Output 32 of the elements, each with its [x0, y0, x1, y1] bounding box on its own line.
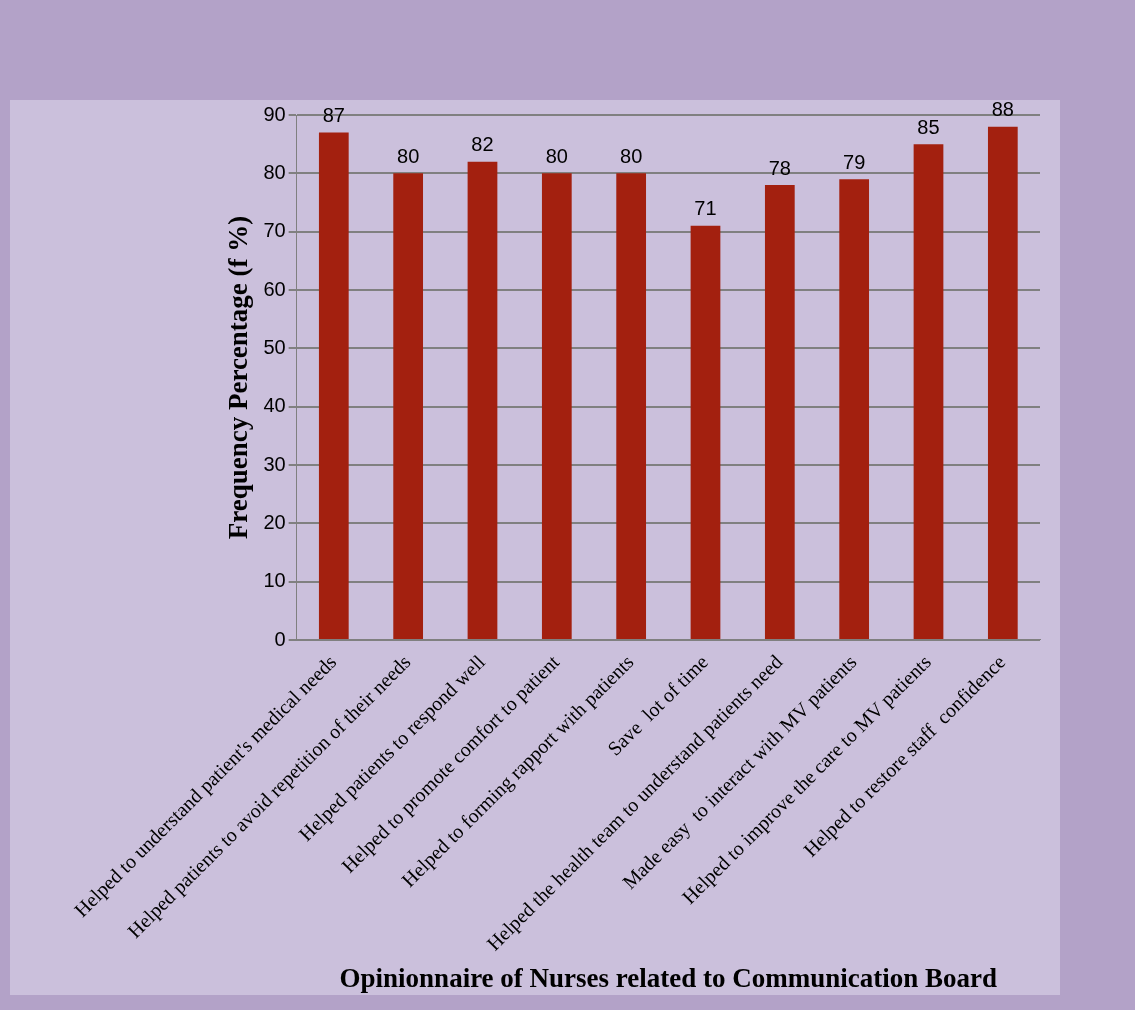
y-axis-title: Frequency Percentage (f %) [223, 215, 254, 540]
bar [616, 173, 647, 639]
data-label: 82 [471, 133, 494, 156]
bar [393, 173, 424, 639]
data-label: 80 [620, 144, 643, 167]
bar [839, 179, 870, 639]
x-axis-title: Opinionnaire of Nurses related to Communication Board [339, 962, 998, 993]
y-tick-label: 40 [263, 394, 286, 417]
y-tick-label: 50 [263, 335, 286, 358]
data-label: 78 [768, 156, 791, 179]
y-tick-label: 80 [263, 160, 286, 183]
y-tick-label: 20 [263, 510, 286, 533]
data-label: 79 [843, 150, 866, 173]
bar [913, 144, 944, 639]
bar [764, 185, 795, 639]
data-label: 88 [991, 98, 1014, 121]
y-tick-label: 90 [263, 102, 286, 125]
bar [690, 225, 721, 639]
data-label: 80 [397, 144, 420, 167]
bar [987, 126, 1018, 639]
bar [467, 161, 498, 639]
data-label: 85 [917, 115, 940, 138]
bar [318, 132, 349, 639]
y-tick-label: 30 [263, 452, 286, 475]
y-tick-label: 10 [263, 569, 286, 592]
data-label: 71 [694, 197, 717, 220]
y-tick-label: 0 [274, 627, 286, 650]
data-label: 80 [545, 144, 568, 167]
y-tick-label: 70 [263, 219, 286, 242]
bar [541, 173, 572, 639]
y-tick-label: 60 [263, 277, 286, 300]
data-label: 87 [322, 104, 345, 127]
